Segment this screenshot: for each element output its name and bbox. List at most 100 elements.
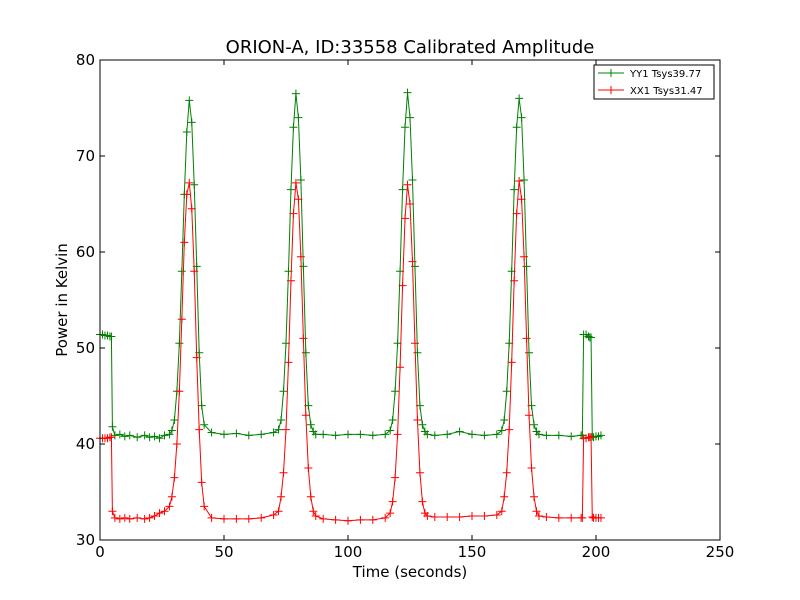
data-point: [522, 334, 531, 343]
data-point: [269, 428, 278, 437]
data-point: [415, 468, 424, 477]
data-point: [398, 185, 407, 194]
data-point: [172, 440, 181, 448]
data-point: [391, 473, 400, 482]
data-point: [244, 514, 253, 523]
data-point: [177, 315, 186, 324]
data-point: [286, 185, 295, 194]
data-point: [279, 468, 288, 477]
data-point: [517, 195, 526, 204]
data-point: [200, 420, 209, 429]
data-point: [522, 262, 531, 271]
data-point: [388, 416, 397, 424]
x-tick-label: 0: [95, 543, 105, 561]
data-point: [391, 387, 400, 396]
y-tick-label: 60: [76, 243, 95, 261]
data-point: [502, 468, 511, 477]
y-tick-label: 30: [76, 531, 95, 549]
legend-marker-yy1: [607, 69, 615, 77]
data-point: [170, 416, 179, 424]
data-point: [596, 513, 605, 522]
legend-label-xx1: XX1 Tsys31.47: [630, 86, 703, 97]
data-point: [455, 512, 464, 521]
data-point: [277, 416, 286, 424]
data-point: [505, 425, 514, 434]
data-point: [110, 513, 119, 522]
data-point: [587, 433, 596, 442]
data-point: [515, 94, 524, 103]
data-point: [515, 176, 524, 185]
data-point: [291, 89, 300, 98]
data-point: [497, 426, 506, 435]
data-point: [274, 425, 283, 434]
x-tick-label: 250: [706, 543, 735, 561]
data-point: [301, 411, 310, 420]
data-point: [232, 429, 241, 438]
data-point: [554, 513, 563, 522]
series-line: [100, 92, 602, 439]
data-point: [289, 123, 298, 132]
data-point: [294, 113, 303, 122]
data-point: [368, 515, 377, 524]
data-point: [381, 513, 390, 522]
data-point: [578, 513, 587, 522]
data-point: [386, 509, 395, 518]
data-point: [187, 118, 196, 127]
data-point: [492, 430, 501, 439]
data-point: [406, 200, 414, 208]
data-point: [165, 502, 174, 511]
data-point: [517, 113, 526, 122]
data-point: [401, 123, 410, 132]
data-point: [401, 214, 410, 223]
x-tick-label: 100: [334, 543, 363, 561]
data-point: [542, 431, 551, 440]
data-point: [512, 209, 521, 218]
legend-marker-xx1: [607, 86, 615, 94]
data-point: [107, 332, 116, 341]
data-point: [115, 430, 124, 439]
data-point: [468, 512, 476, 520]
data-point: [207, 428, 216, 437]
x-axis: 0 50 100 150 200 250: [95, 60, 734, 561]
data-point: [500, 492, 509, 501]
data-point: [418, 497, 427, 506]
legend-label-yy1: YY1 Tsys39.77: [629, 69, 701, 80]
data-point: [319, 514, 328, 523]
data-point: [160, 431, 169, 440]
data-point: [150, 512, 159, 520]
legend: YY1 Tsys39.77 XX1 Tsys31.47: [593, 64, 715, 100]
data-point: [306, 420, 315, 429]
data-point: [309, 507, 318, 516]
chart-title: ORION-A, ID:33558 Calibrated Amplitude: [226, 37, 595, 58]
data-point: [192, 353, 201, 362]
data-point: [120, 513, 129, 522]
data-point: [356, 515, 365, 524]
data-point: [468, 430, 476, 439]
data-point: [418, 420, 427, 429]
data-point: [530, 420, 538, 429]
data-point: [507, 358, 516, 367]
data-point: [510, 185, 519, 194]
data-point: [207, 513, 216, 522]
data-point: [393, 339, 402, 348]
x-tick-label: 50: [214, 543, 233, 561]
data-point: [443, 512, 452, 521]
data-point: [311, 430, 320, 439]
data-point: [190, 180, 199, 189]
data-point: [175, 339, 184, 348]
data-point: [167, 492, 176, 501]
data-point: [299, 262, 308, 271]
data-point: [195, 425, 204, 434]
data-point: [115, 514, 124, 523]
data-point: [393, 430, 402, 439]
data-point: [220, 430, 228, 439]
data-point: [423, 430, 432, 439]
data-point: [331, 515, 340, 524]
data-point: [296, 176, 305, 184]
plot-area: [96, 88, 605, 525]
data-point: [150, 432, 159, 441]
data-point: [410, 339, 419, 348]
legend-box: [593, 64, 715, 100]
y-axis: 30 40 50 60 70 80: [76, 51, 720, 549]
y-tick-label: 50: [76, 339, 95, 357]
